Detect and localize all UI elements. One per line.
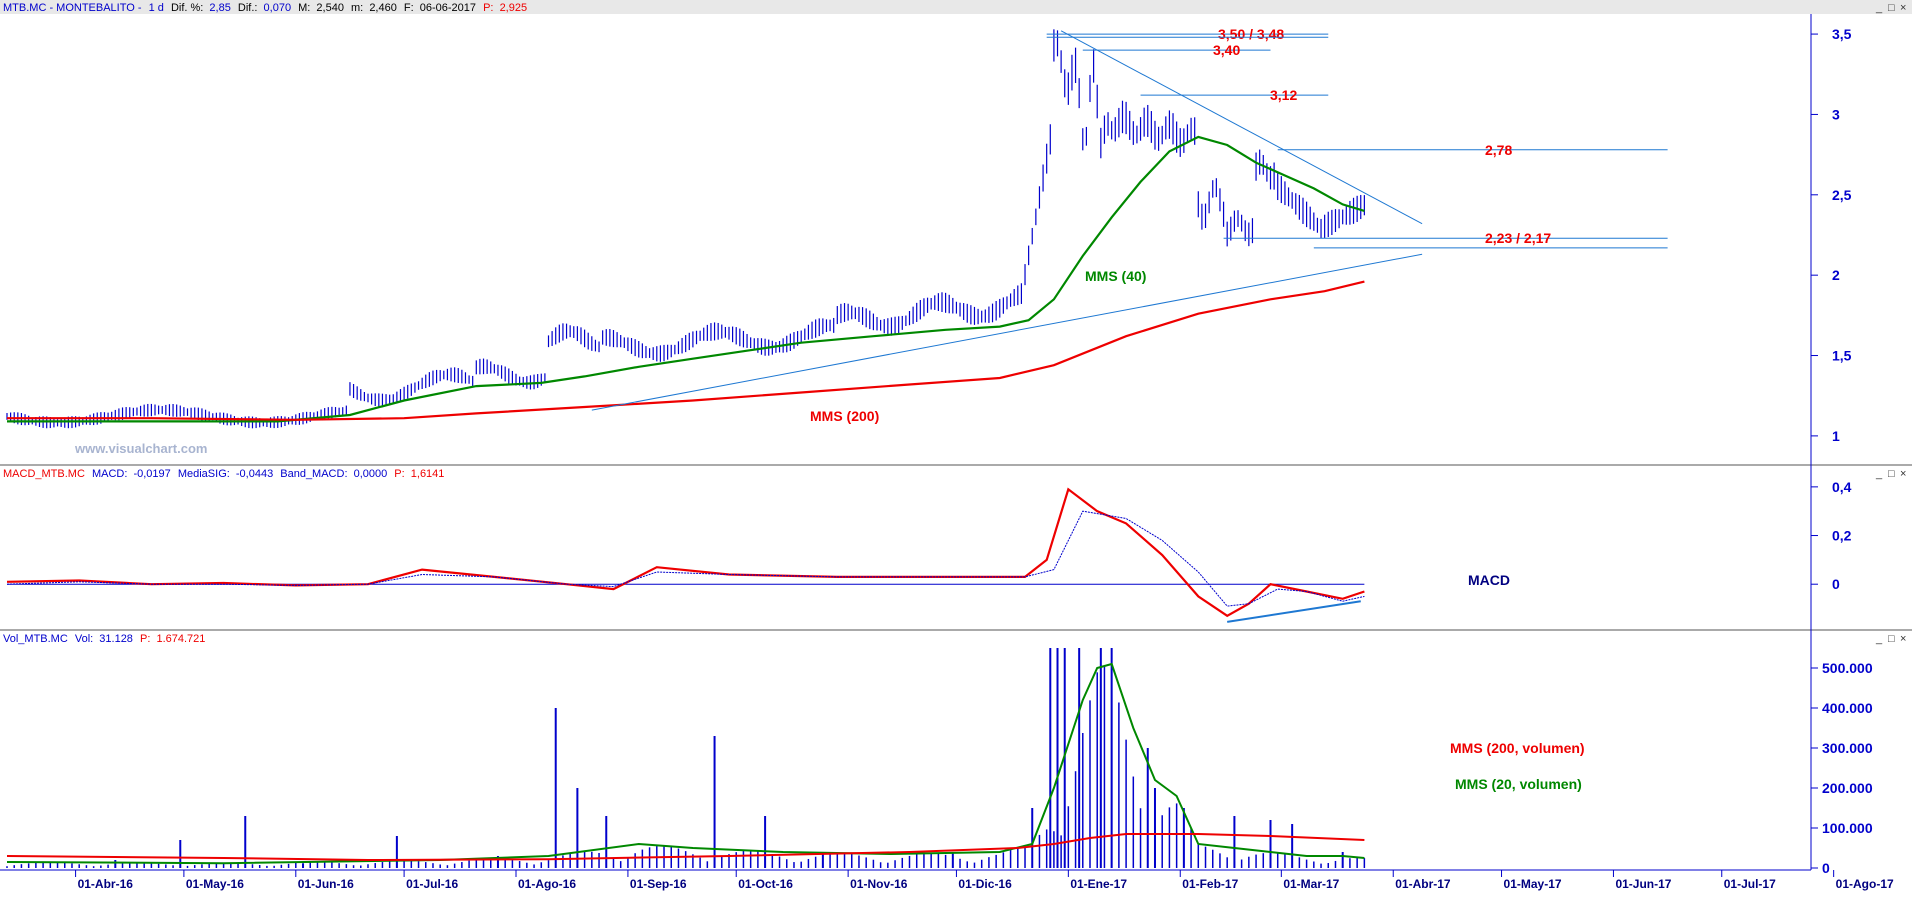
volume-ytick-label: 0	[1822, 860, 1830, 876]
volume-header-p: 1.674.721	[156, 633, 205, 645]
macd-minimize-button[interactable]: _	[1875, 468, 1883, 480]
xaxis-tick-label: 01-Sep-16	[630, 877, 687, 891]
price-ytick-label: 2,5	[1832, 187, 1852, 203]
price-header-date-label: F:	[404, 2, 414, 14]
price-level-label: 3,50 / 3,48	[1218, 26, 1284, 42]
volume-ytick-label: 500.000	[1822, 660, 1873, 676]
xaxis-tick-label: 01-Nov-16	[850, 877, 908, 891]
price-header-difpct-label: Dif. %:	[171, 2, 203, 14]
macd-header-macd-label: MACD:	[92, 468, 127, 480]
macd-header: MACD_MTB.MC MACD: -0,0197 MediaSIG: -0,0…	[3, 468, 444, 480]
price-header-bar	[0, 0, 1912, 14]
price-header: MTB.MC - MONTEBALITO - 1 d Dif. %: 2,85 …	[3, 2, 527, 14]
macd-line	[6, 487, 1365, 618]
price-header-p: 2,925	[500, 2, 528, 14]
price-close-button[interactable]: ×	[1900, 2, 1906, 14]
macd-ytick-label: 0,2	[1832, 528, 1852, 544]
xaxis-tick-label: 01-Ene-17	[1070, 877, 1127, 891]
macd-header-sig-label: MediaSIG:	[178, 468, 230, 480]
volume-header-p-label: P:	[140, 633, 150, 645]
macd-divergence-line	[1227, 600, 1361, 623]
price-support-trendline	[591, 253, 1423, 411]
mms40-label: MMS (40)	[1085, 268, 1146, 284]
price-header-max: 2,540	[316, 2, 344, 14]
price-ytick-label: 1	[1832, 428, 1840, 444]
volume-ytick-label: 300.000	[1822, 740, 1873, 756]
volume-close-button[interactable]: ×	[1900, 633, 1906, 645]
price-header-max-label: M:	[298, 2, 310, 14]
price-maximize-button[interactable]: □	[1888, 2, 1895, 14]
price-ytick-label: 3	[1832, 106, 1840, 122]
price-level-label: 3,12	[1270, 87, 1297, 103]
xaxis-tick-label: 01-Mar-17	[1283, 877, 1339, 891]
price-ytick-label: 3,5	[1832, 26, 1852, 42]
macd-panel-label: MACD	[1468, 572, 1510, 588]
price-header-symbol: MTB.MC - MONTEBALITO -	[3, 2, 142, 14]
price-header-difpct: 2,85	[209, 2, 230, 14]
volume-header-name: Vol_MTB.MC	[3, 633, 68, 645]
macd-header-name: MACD_MTB.MC	[3, 468, 85, 480]
volume-ytick-label: 400.000	[1822, 700, 1873, 716]
macd-header-band: 0,0000	[354, 468, 388, 480]
volume-ytick-label: 200.000	[1822, 780, 1873, 796]
volume-header-vol: 31.128	[99, 633, 133, 645]
xaxis-tick-label: 01-Jul-16	[406, 877, 458, 891]
macd-header-band-label: Band_MACD:	[280, 468, 347, 480]
xaxis-tick-label: 01-Ago-16	[518, 877, 576, 891]
mms200-line	[7, 280, 1365, 421]
price-ytick-label: 2	[1832, 267, 1840, 283]
price-minimize-button[interactable]: _	[1875, 2, 1883, 14]
volume-header: Vol_MTB.MC Vol: 31.128 P: 1.674.721	[3, 633, 205, 645]
mms40-line	[7, 135, 1365, 423]
price-level-label: 2,78	[1485, 142, 1512, 158]
mms200-label: MMS (200)	[810, 408, 879, 424]
volume-maximize-button[interactable]: □	[1888, 633, 1895, 645]
price-level-label: 2,23 / 2,17	[1485, 230, 1551, 246]
volume-mms20-label: MMS (20, volumen)	[1455, 776, 1582, 792]
xaxis-tick-label: 01-Oct-16	[738, 877, 793, 891]
macd-ytick-label: 0	[1832, 576, 1840, 592]
watermark: www.visualchart.com	[74, 441, 207, 456]
macd-close-button[interactable]: ×	[1900, 468, 1906, 480]
price-header-min: 2,460	[369, 2, 397, 14]
price-header-p-label: P:	[483, 2, 493, 14]
price-header-period: 1 d	[149, 2, 164, 14]
price-resistance-trendline	[1060, 30, 1423, 225]
macd-signal-line	[6, 510, 1365, 607]
price-header-date: 06-06-2017	[420, 2, 476, 14]
xaxis-tick-label: 01-May-17	[1504, 877, 1562, 891]
volume-mms200-label: MMS (200, volumen)	[1450, 740, 1585, 756]
xaxis-tick-label: 01-Abr-17	[1395, 877, 1451, 891]
price-ytick-label: 1,5	[1832, 348, 1852, 364]
volume-mms200-line	[6, 833, 1365, 862]
volume-mms20-line	[6, 662, 1365, 865]
volume-header-vol-label: Vol:	[75, 633, 93, 645]
volume-ytick-label: 100.000	[1822, 820, 1873, 836]
macd-header-p: 1,6141	[411, 468, 445, 480]
chart-layer: 1 1,5 2 2,5 3 3,5 3,50 / 3,483,40 3,12 2,78 2,23 …	[6, 26, 1894, 891]
xaxis-tick-label: 01-Ago-17	[1836, 877, 1894, 891]
xaxis-tick-label: 01-Feb-17	[1182, 877, 1238, 891]
xaxis-tick-label: 01-Jun-16	[298, 877, 354, 891]
volume-minimize-button[interactable]: _	[1875, 633, 1883, 645]
macd-maximize-button[interactable]: □	[1888, 468, 1895, 480]
price-level-label: 3,40	[1213, 42, 1240, 58]
macd-header-sig: -0,0443	[236, 468, 273, 480]
price-header-dif-label: Dif.:	[238, 2, 258, 14]
xaxis-tick-label: 01-Dic-16	[958, 877, 1012, 891]
xaxis-tick-label: 01-Abr-16	[78, 877, 134, 891]
xaxis-tick-label: 01-Jun-17	[1615, 877, 1671, 891]
xaxis-tick-label: 01-Jul-17	[1724, 877, 1776, 891]
price-header-min-label: m:	[351, 2, 363, 14]
price-header-dif: 0,070	[264, 2, 292, 14]
macd-header-p-label: P:	[394, 468, 404, 480]
macd-ytick-label: 0,4	[1832, 479, 1852, 495]
xaxis-tick-label: 01-May-16	[186, 877, 244, 891]
macd-header-macd: -0,0197	[133, 468, 170, 480]
